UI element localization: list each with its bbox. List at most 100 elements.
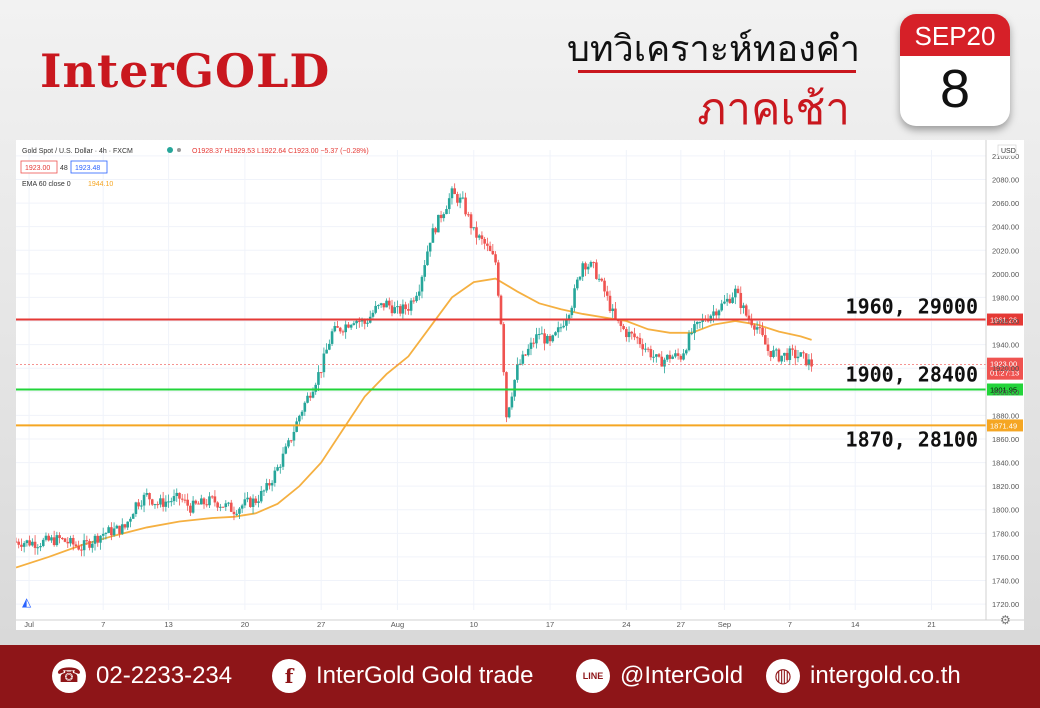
candle-body xyxy=(221,506,225,508)
candle-body xyxy=(739,292,743,309)
level-price-tag-label: 1871.49 xyxy=(990,421,1017,430)
candle-body xyxy=(684,350,688,354)
candle-body xyxy=(377,305,380,307)
candle-body xyxy=(101,533,105,536)
candle-body xyxy=(257,501,260,503)
candle-body xyxy=(734,288,737,298)
candle-body xyxy=(77,546,80,550)
candle-body xyxy=(112,528,116,536)
candle-body xyxy=(150,499,154,505)
candle-body xyxy=(747,315,751,319)
intergold-logo: InterGOLD xyxy=(40,44,331,98)
y-tick-label: 2080.00 xyxy=(992,175,1019,184)
candle-body xyxy=(567,315,571,320)
phone-contact[interactable]: ☎ 02-2233-234 xyxy=(52,655,232,697)
bid-button[interactable] xyxy=(20,160,58,174)
calendar-month: SEP20 xyxy=(900,14,1010,56)
candle-body xyxy=(548,335,552,342)
candle-body xyxy=(107,527,110,533)
candle-body xyxy=(382,303,386,308)
candle-body xyxy=(159,498,162,505)
candle-body xyxy=(404,304,407,310)
y-tick-label: 1840.00 xyxy=(992,459,1019,468)
candle-body xyxy=(120,524,124,534)
x-tick-label: 20 xyxy=(241,620,249,629)
currency-label: USD xyxy=(1001,148,1016,155)
candle-body xyxy=(633,333,636,338)
candle-body xyxy=(761,327,764,336)
settings-gear-icon[interactable]: ⚙ xyxy=(1000,613,1011,627)
candle-body xyxy=(268,483,271,486)
candle-body xyxy=(679,355,683,360)
y-tick-label: 1720.00 xyxy=(992,600,1019,609)
candle-body xyxy=(791,348,794,350)
candle-body xyxy=(33,541,37,548)
level-price-tag xyxy=(987,383,1023,396)
facebook-contact[interactable]: f InterGold Gold trade xyxy=(272,655,533,697)
line-contact[interactable]: LINE @InterGold xyxy=(576,655,743,697)
phone-icon: ☎ xyxy=(52,659,86,693)
candle-body xyxy=(205,504,209,506)
candle-body xyxy=(387,300,391,306)
candle-body xyxy=(706,320,710,322)
candle-body xyxy=(480,235,484,240)
candle-body xyxy=(556,327,560,333)
candles-layer xyxy=(14,183,813,557)
candle-body xyxy=(186,499,189,506)
candle-body xyxy=(314,384,318,392)
y-tick-label: 2100.00 xyxy=(992,152,1019,161)
y-tick-label: 1800.00 xyxy=(992,506,1019,515)
currency-badge[interactable] xyxy=(997,144,1017,157)
candle-body xyxy=(671,356,674,359)
candle-body xyxy=(469,214,473,229)
candle-body xyxy=(736,288,740,293)
candle-body xyxy=(423,265,427,277)
candle-body xyxy=(347,324,350,328)
candle-body xyxy=(265,483,268,491)
candle-body xyxy=(322,353,326,373)
candle-body xyxy=(723,301,726,304)
x-tick-label: Aug xyxy=(391,620,404,629)
candle-body xyxy=(641,344,644,350)
y-tick-label: 1940.00 xyxy=(992,341,1019,350)
candle-body xyxy=(183,499,187,501)
candle-body xyxy=(93,535,97,544)
candle-body xyxy=(216,502,219,508)
ask-button[interactable] xyxy=(70,160,108,174)
x-tick-label: 14 xyxy=(851,620,859,629)
candle-body xyxy=(592,262,595,264)
y-tick-label: 1960.00 xyxy=(992,317,1019,326)
candle-body xyxy=(55,535,59,546)
facebook-icon: f xyxy=(272,659,306,693)
candle-body xyxy=(96,535,100,543)
ohlc-label: O1928.37 H1929.53 L1922.64 C1923.00 −5.3… xyxy=(192,148,369,155)
y-tick-label: 1740.00 xyxy=(992,577,1019,586)
candle-body xyxy=(646,348,650,350)
candle-body xyxy=(238,508,241,514)
candle-body xyxy=(99,535,102,543)
candle-body xyxy=(712,311,715,316)
candle-body xyxy=(505,372,508,418)
candle-body xyxy=(129,518,132,522)
candle-body xyxy=(810,359,813,367)
candle-body xyxy=(543,333,546,344)
ask-value: 1923.48 xyxy=(75,165,100,172)
candle-body xyxy=(456,194,459,203)
candle-body xyxy=(537,334,541,336)
candle-body xyxy=(22,543,26,547)
candle-body xyxy=(774,349,778,351)
status-dot-icon xyxy=(177,148,181,152)
website-contact[interactable]: ◍ intergold.co.th xyxy=(766,655,961,697)
candle-body xyxy=(197,503,200,505)
bid-value: 1923.00 xyxy=(25,165,50,172)
y-tick-label: 1760.00 xyxy=(992,553,1019,562)
candle-body xyxy=(442,214,446,219)
candle-body xyxy=(208,496,211,506)
candle-body xyxy=(276,467,279,471)
price-chart[interactable]: 1961.26 1960, 29000 1901.95 1900, 28400 1871… xyxy=(14,140,1024,630)
candle-body xyxy=(123,524,127,528)
candle-body xyxy=(41,539,45,546)
chart-grid xyxy=(16,150,986,610)
candle-body xyxy=(450,188,454,199)
candle-body xyxy=(668,354,672,359)
